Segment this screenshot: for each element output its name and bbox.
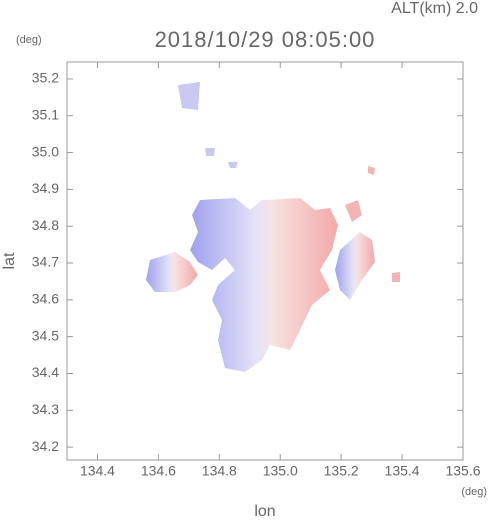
echo-region — [146, 252, 198, 292]
x-tick-label: 134.4 — [80, 463, 115, 479]
echo-region — [392, 272, 400, 282]
y-tick-label: 34.2 — [32, 438, 59, 454]
y-tick-label: 35.2 — [32, 70, 59, 86]
echo-region — [368, 166, 375, 175]
echo-region — [190, 198, 338, 372]
y-tick-label: 34.9 — [32, 180, 59, 196]
echo-region — [178, 82, 200, 110]
y-tick-label: 34.7 — [32, 254, 59, 270]
y-tick-label: 34.8 — [32, 217, 59, 233]
y-tick-label: 34.4 — [32, 364, 59, 380]
x-unit: (deg) — [461, 486, 487, 498]
x-tick-label: 135.0 — [263, 463, 298, 479]
y-tick-label: 34.6 — [32, 291, 59, 307]
x-tick-label: 135.4 — [385, 463, 420, 479]
echo-region — [228, 162, 238, 168]
x-tick-label: 134.8 — [202, 463, 237, 479]
y-tick-label: 34.3 — [32, 401, 59, 417]
echo-region — [335, 232, 375, 300]
x-tick-label: 134.6 — [141, 463, 176, 479]
x-tick-label: 135.2 — [324, 463, 359, 479]
y-unit: (deg) — [16, 34, 42, 46]
x-axis-label: lon — [254, 503, 275, 520]
echo-region — [345, 200, 362, 222]
y-tick-label: 35.0 — [32, 143, 59, 159]
x-tick-label: 135.6 — [445, 463, 480, 479]
echo-region — [205, 148, 215, 156]
chart-title: 2018/10/29 08:05:00 — [155, 27, 376, 52]
y-axis-label: lat — [1, 252, 18, 269]
y-tick-label: 35.1 — [32, 106, 59, 122]
echo-field — [146, 82, 400, 372]
plot-frame — [66, 61, 464, 461]
altitude-label: ALT(km) 2.0 — [391, 0, 478, 17]
y-tick-label: 34.5 — [32, 327, 59, 343]
